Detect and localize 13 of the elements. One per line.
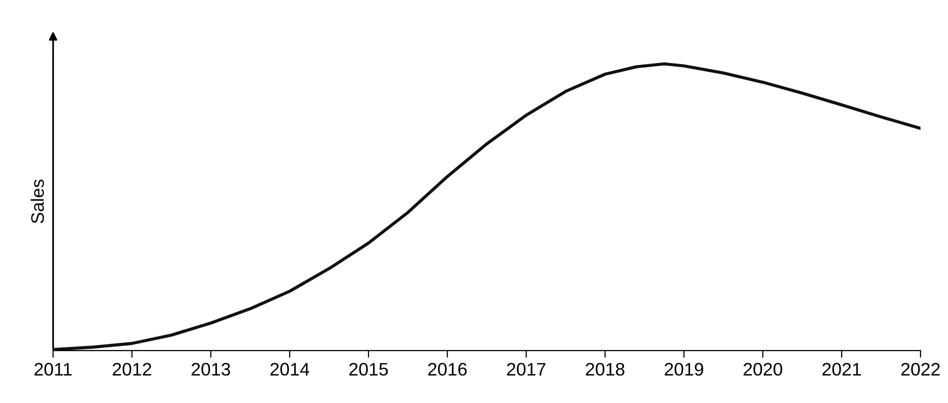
x-tick-label: 2017: [507, 362, 546, 376]
x-tick-label: 2013: [192, 362, 230, 376]
y-axis-title: Sales: [30, 180, 44, 224]
x-tick-label: 2018: [586, 362, 624, 376]
x-tick-label: 2022: [901, 362, 940, 376]
x-tick-label: 2020: [744, 362, 782, 376]
x-tick-label: 2011: [34, 362, 72, 376]
x-tick-label: 2019: [664, 362, 704, 376]
x-tick-label: 2016: [428, 362, 467, 376]
x-tick-label: 2012: [112, 362, 152, 376]
x-tick-label: 2015: [349, 362, 388, 376]
x-tick-label: 2021: [822, 362, 861, 376]
x-tick-label: 2014: [270, 362, 310, 376]
